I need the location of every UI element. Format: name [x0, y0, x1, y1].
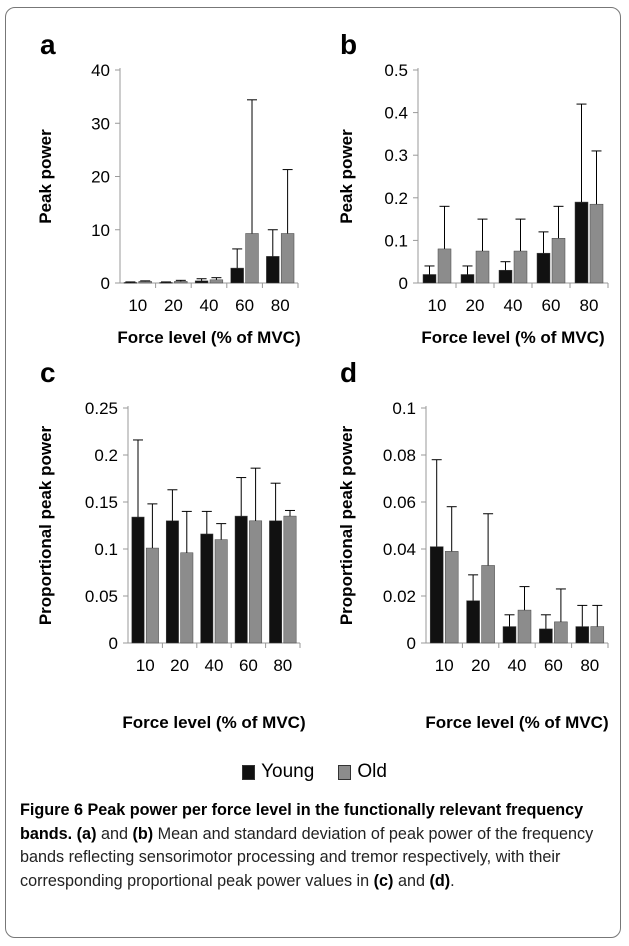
- y-tick-label-d: 0.04: [383, 540, 416, 559]
- bar-d-young-10: [429, 546, 444, 644]
- legend-label-old: Old: [357, 761, 387, 782]
- x-tick-label-d: 10: [435, 656, 454, 675]
- bar-d-young-80: [575, 626, 590, 644]
- y-axis-label-a: Peak power: [36, 129, 55, 224]
- chart-panel-d: d 0 0.02 0.04 0.06 0.08 0.1 10 20 40 60 80 Force le…: [337, 357, 609, 732]
- bar-d-old-40: [517, 609, 532, 644]
- caption-figure-label: Figure 6: [20, 801, 83, 819]
- caption-part-b: (b): [132, 824, 154, 843]
- x-tick-label-d: 80: [580, 656, 599, 675]
- x-tick-label-a: 10: [128, 296, 147, 315]
- x-tick-label-c: 80: [273, 656, 292, 675]
- x-tick-label-d: 60: [544, 656, 563, 675]
- caption-part-c: (c): [373, 871, 394, 890]
- chart-panel-c: c 0 0.05 0.1 0.15 0.2 0.25 10 20 40 60 80 Force lev…: [36, 357, 306, 732]
- legend: Young Old: [0, 757, 629, 787]
- y-tick-label-c: 0.2: [94, 446, 118, 465]
- x-axis-label-d: Force level (% of MVC): [425, 713, 608, 732]
- x-tick-label-b: 60: [542, 296, 561, 315]
- y-tick-label-a: 40: [91, 61, 110, 80]
- x-tick-label-a: 40: [200, 296, 219, 315]
- y-tick-label-b: 0.4: [384, 104, 408, 123]
- legend-swatch-old: [338, 764, 352, 780]
- x-tick-label-a: 20: [164, 296, 183, 315]
- x-tick-label-c: 40: [205, 656, 224, 675]
- caption-title: Peak power per force level in the functi…: [20, 801, 584, 843]
- bar-d-old-60: [554, 621, 568, 644]
- y-tick-label-a: 10: [91, 221, 110, 240]
- panel-letter-a: a: [40, 29, 56, 60]
- y-tick-label-b: 0.1: [384, 231, 408, 250]
- y-axis-label-b: Peak power: [337, 129, 356, 224]
- y-axis-label-d: Proportional peak power: [337, 425, 356, 625]
- x-axis-label-b: Force level (% of MVC): [421, 328, 604, 347]
- caption-end: .: [450, 871, 455, 890]
- panel-letter-b: b: [340, 29, 357, 60]
- legend-label-young: Young: [261, 761, 315, 782]
- panel-letter-c: c: [40, 357, 56, 388]
- bar-d-old-80: [590, 626, 605, 644]
- y-tick-label-c: 0.25: [85, 399, 118, 418]
- caption-and-2: and: [393, 871, 430, 890]
- legend-item-young: Young: [242, 761, 314, 783]
- x-tick-label-c: 60: [239, 656, 258, 675]
- x-tick-label-b: 40: [504, 296, 523, 315]
- y-tick-label-a: 0: [101, 274, 110, 293]
- caption-part-d: (d): [429, 871, 451, 890]
- x-tick-label-b: 10: [428, 296, 447, 315]
- y-tick-label-d: 0.1: [392, 399, 416, 418]
- figure-frame: [5, 7, 621, 938]
- bar-d-young-60: [539, 628, 553, 644]
- y-tick-label-b: 0.2: [384, 189, 408, 208]
- y-tick-label-b: 0.3: [384, 146, 408, 165]
- y-tick-label-a: 20: [91, 168, 110, 187]
- caption-part-a: (a): [76, 824, 97, 843]
- y-axis-label-c: Proportional peak power: [36, 425, 55, 625]
- bar-d-young-20: [466, 600, 480, 644]
- y-tick-label-d: 0: [407, 634, 416, 653]
- y-tick-label-d: 0.02: [383, 587, 416, 606]
- x-tick-label-d: 40: [508, 656, 527, 675]
- y-tick-label-a: 30: [91, 114, 110, 133]
- bar-d-young-40: [502, 626, 517, 644]
- chart-panel-a: a 0 10 20 30 40 10 20 40 60 80 Force level (% of M…: [36, 29, 301, 347]
- y-tick-label-d: 0.08: [383, 446, 416, 465]
- x-tick-label-a: 80: [271, 296, 290, 315]
- x-tick-label-a: 60: [235, 296, 254, 315]
- x-axis-label-c: Force level (% of MVC): [122, 713, 305, 732]
- x-tick-label-c: 20: [170, 656, 189, 675]
- bar-d-old-10: [444, 551, 459, 644]
- x-axis-label-a: Force level (% of MVC): [117, 328, 300, 347]
- chart-panel-b: b 0 0.1 0.2 0.3 0.4 0.5 10 20 40 60 80 Force level …: [337, 29, 609, 347]
- caption-and-1: and: [96, 824, 133, 843]
- legend-item-old: Old: [338, 761, 387, 783]
- x-tick-label-b: 80: [580, 296, 599, 315]
- panel-letter-d: d: [340, 357, 357, 388]
- y-tick-label-d: 0.06: [383, 493, 416, 512]
- y-tick-label-b: 0: [399, 274, 408, 293]
- y-tick-label-c: 0.1: [94, 540, 118, 559]
- x-tick-label-c: 10: [136, 656, 155, 675]
- y-tick-label-b: 0.5: [384, 61, 408, 80]
- bar-d-old-20: [481, 565, 495, 644]
- caption-text: Mean and standard deviation of peak powe…: [20, 824, 594, 890]
- y-tick-label-c: 0.15: [85, 493, 118, 512]
- x-tick-label-b: 20: [466, 296, 485, 315]
- figure-caption: Figure 6 Peak power per force level in t…: [20, 799, 612, 893]
- y-tick-label-c: 0: [109, 634, 118, 653]
- legend-swatch-young: [242, 764, 256, 780]
- y-tick-label-c: 0.05: [85, 587, 118, 606]
- x-tick-label-d: 20: [471, 656, 490, 675]
